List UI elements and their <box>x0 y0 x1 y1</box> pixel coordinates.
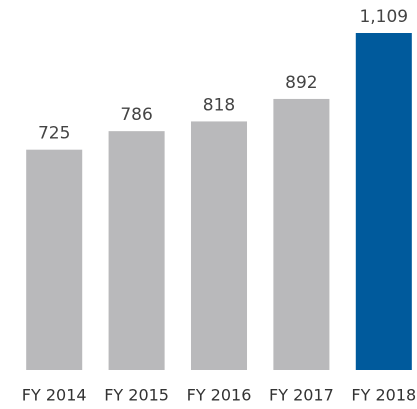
x-tick-label: FY 2018 <box>351 386 416 405</box>
x-tick-label: FY 2015 <box>104 386 169 405</box>
x-tick-label: FY 2017 <box>269 386 334 405</box>
value-label: 786 <box>120 105 152 125</box>
bar <box>26 149 83 370</box>
value-label: 818 <box>203 95 235 115</box>
bar <box>190 121 248 370</box>
value-label: 892 <box>285 73 317 93</box>
bar <box>355 33 412 370</box>
bar <box>108 131 165 370</box>
value-label: 1,109 <box>359 7 408 27</box>
x-tick-label: FY 2016 <box>187 386 252 405</box>
value-label: 725 <box>38 124 70 144</box>
x-tick-label: FY 2014 <box>22 386 87 405</box>
bar <box>273 98 330 370</box>
